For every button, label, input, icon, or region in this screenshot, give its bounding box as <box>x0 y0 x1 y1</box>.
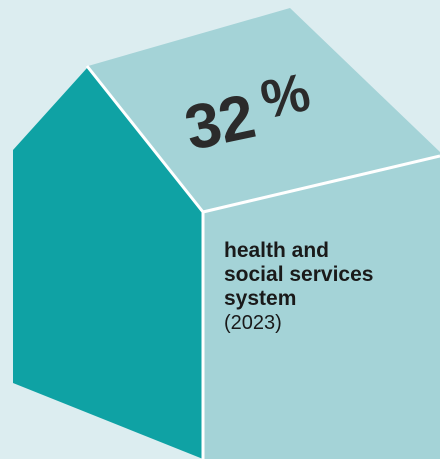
percent-number: 32 <box>179 81 261 164</box>
house-roof <box>88 8 440 212</box>
percent-sign: % <box>255 61 316 131</box>
category-label: health and social services system (2023) <box>224 239 434 335</box>
category-year: (2023) <box>224 312 282 334</box>
category-title-line-3: system <box>224 287 297 310</box>
category-title-line-1: health and <box>224 239 330 262</box>
house-front-wall <box>203 156 440 459</box>
house-side-wall <box>13 68 203 459</box>
category-title-line-2: social services <box>224 263 374 286</box>
